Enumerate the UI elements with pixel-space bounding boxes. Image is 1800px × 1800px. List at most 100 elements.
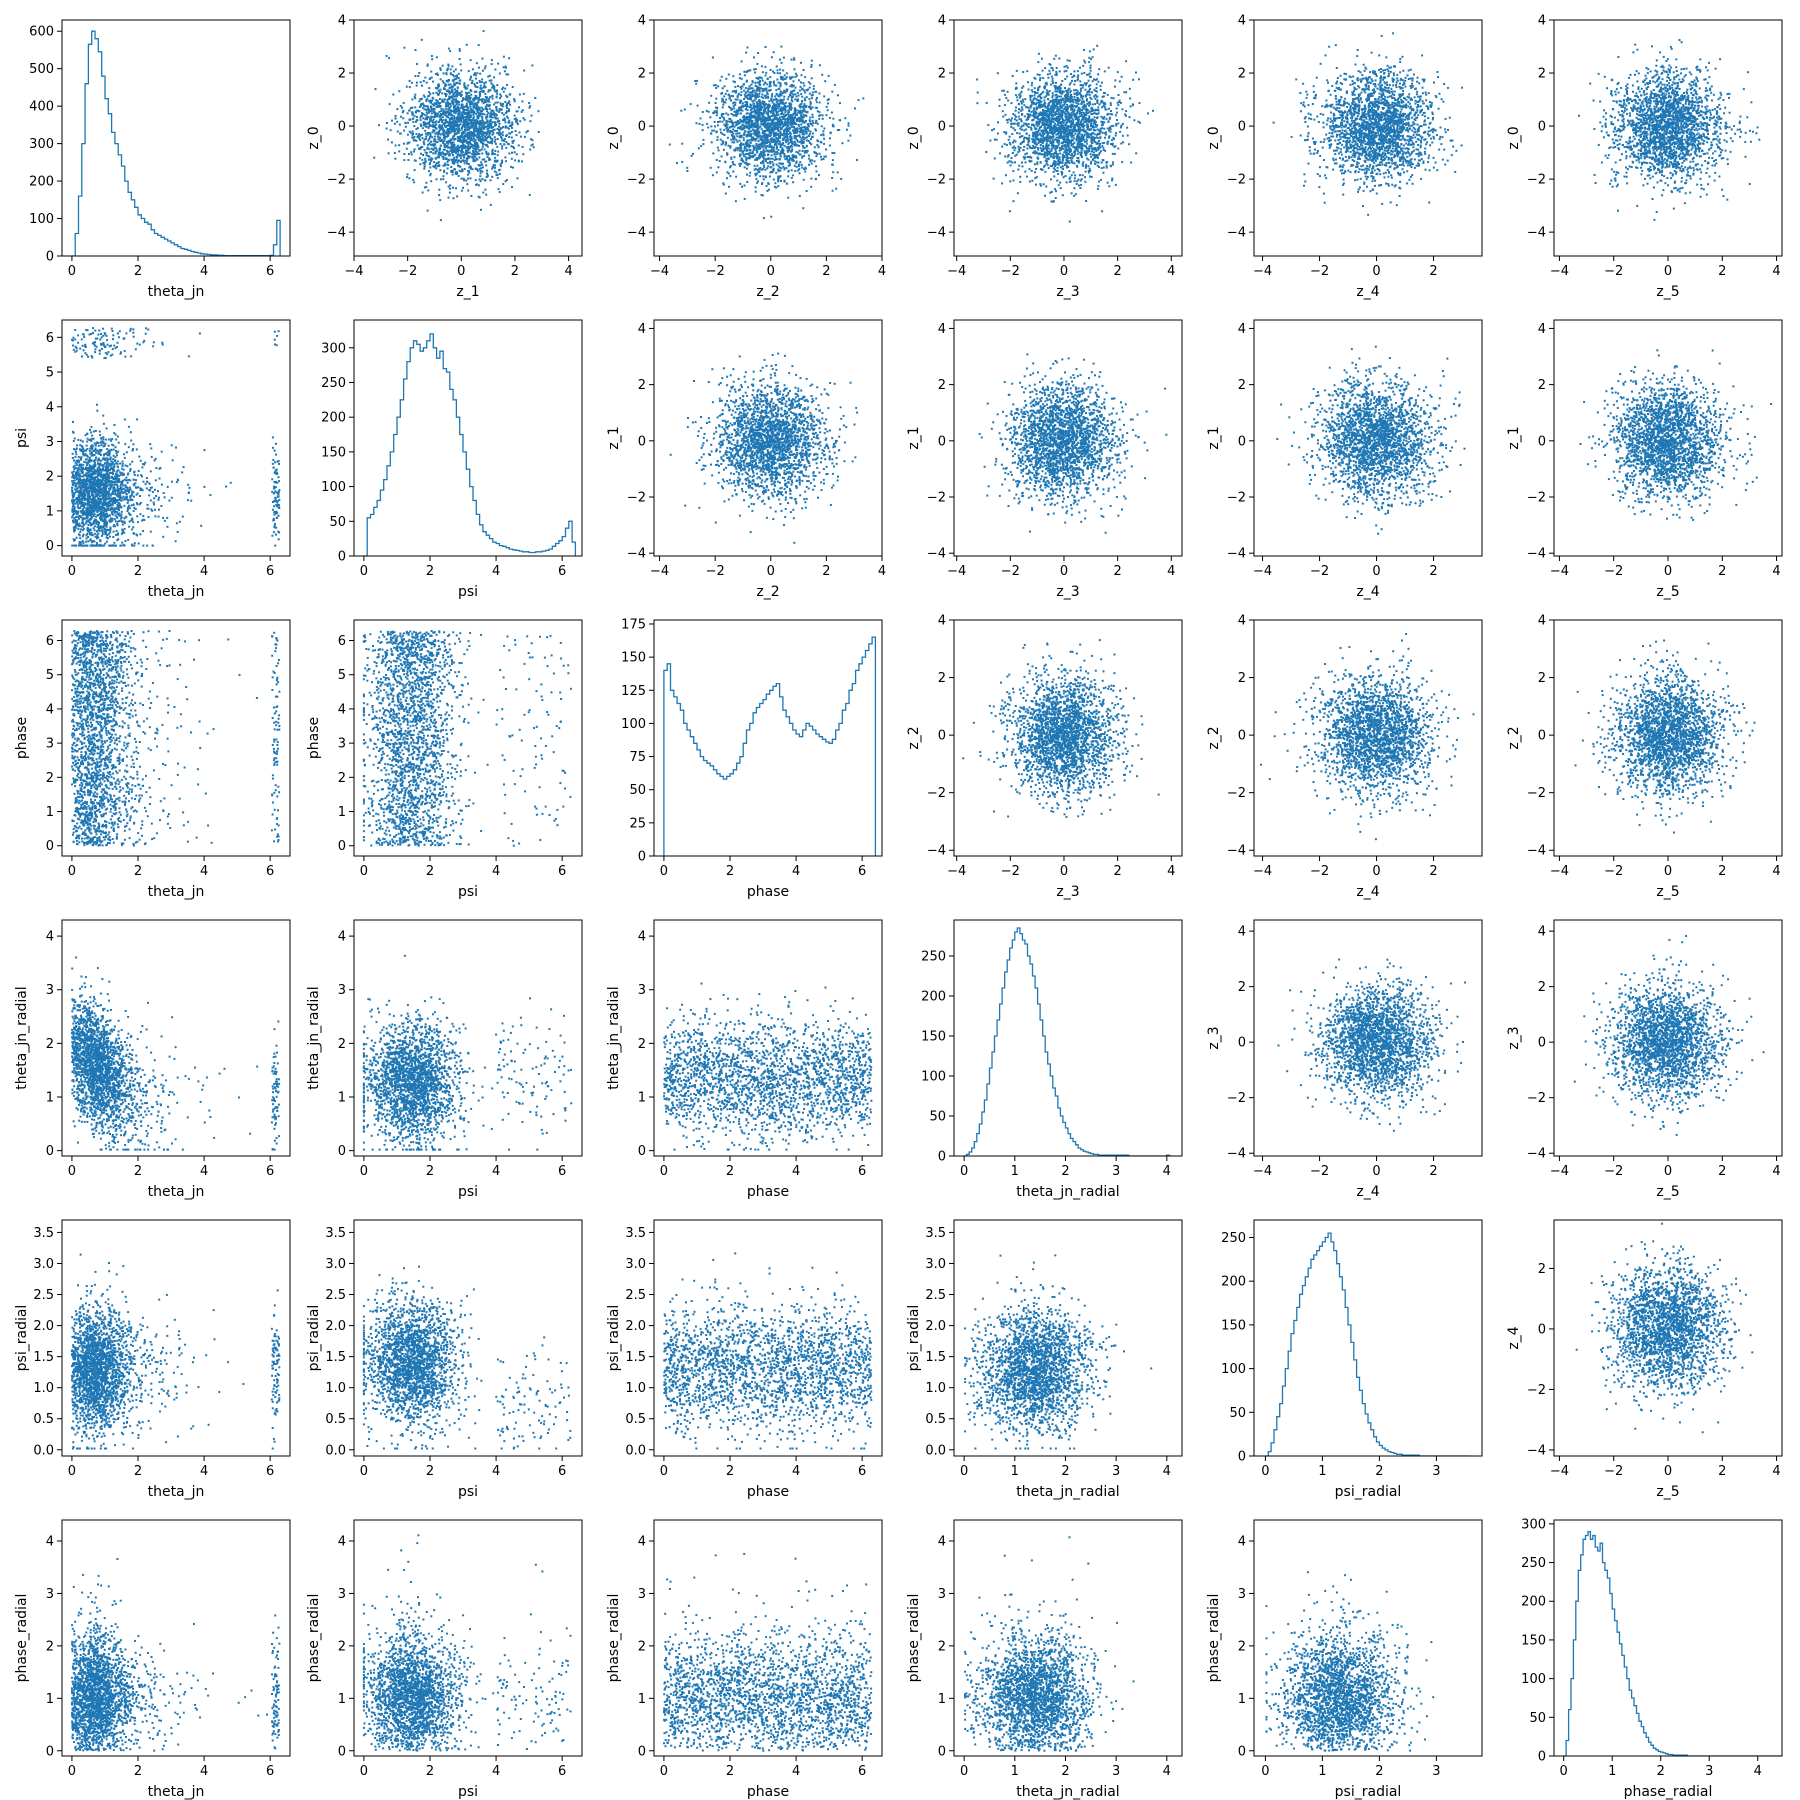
scatter-point xyxy=(403,102,405,104)
scatter-point xyxy=(450,170,452,172)
scatter-point xyxy=(467,85,469,87)
scatter-point xyxy=(1129,98,1131,100)
scatter-point xyxy=(814,152,816,154)
scatter-point xyxy=(448,197,450,199)
scatter-point xyxy=(743,83,745,85)
scatter-point xyxy=(794,93,796,95)
scatter-point xyxy=(819,64,821,66)
scatter-point xyxy=(770,171,772,173)
scatter-point xyxy=(748,153,750,155)
scatter-point xyxy=(453,98,455,100)
scatter-point xyxy=(504,101,506,103)
scatter-point xyxy=(720,139,722,141)
scatter-point xyxy=(458,124,460,126)
scatter-point xyxy=(814,146,816,148)
scatter-point xyxy=(764,141,766,143)
scatter-point xyxy=(694,80,696,82)
scatter-point xyxy=(756,63,758,65)
scatter-point xyxy=(755,138,757,140)
scatter-point xyxy=(1073,195,1075,197)
scatter-point xyxy=(786,136,788,138)
scatter-point xyxy=(796,161,798,163)
scatter-point xyxy=(492,98,494,100)
scatter-point xyxy=(771,97,773,99)
y-tick-label: 4 xyxy=(338,14,346,29)
scatter-point xyxy=(482,58,484,60)
scatter-point xyxy=(778,123,780,125)
scatter-point xyxy=(826,106,828,108)
scatter-point xyxy=(428,91,430,93)
scatter-point xyxy=(806,133,808,135)
scatter-point xyxy=(494,69,496,71)
y-axis-label: z_0 xyxy=(306,126,322,149)
scatter-point xyxy=(802,88,804,90)
scatter-point xyxy=(485,164,487,166)
scatter-point xyxy=(744,185,746,187)
scatter-point xyxy=(804,98,806,100)
scatter-point xyxy=(710,95,712,97)
scatter-point xyxy=(740,112,742,114)
scatter-point xyxy=(781,149,783,151)
scatter-point xyxy=(753,56,755,58)
scatter-point xyxy=(450,125,452,127)
scatter-point xyxy=(465,152,467,154)
scatter-point xyxy=(774,123,776,125)
scatter-point xyxy=(756,182,758,184)
scatter-point xyxy=(480,85,482,87)
scatter-point xyxy=(767,97,769,99)
scatter-point xyxy=(779,72,781,74)
scatter-point xyxy=(473,148,475,150)
scatter-point xyxy=(501,137,503,139)
scatter-point xyxy=(428,127,430,129)
scatter-point xyxy=(761,128,763,130)
scatter-point xyxy=(716,131,718,133)
scatter-point xyxy=(474,130,476,132)
scatter-point xyxy=(771,115,773,117)
scatter-point xyxy=(514,151,516,153)
scatter-point xyxy=(496,93,498,95)
scatter-point xyxy=(811,77,813,79)
scatter-point xyxy=(702,143,704,145)
scatter-point xyxy=(822,133,824,135)
scatter-point xyxy=(1112,125,1114,127)
scatter-point xyxy=(499,94,501,96)
scatter-point xyxy=(441,139,443,141)
scatter-point xyxy=(806,96,808,98)
scatter-point xyxy=(427,144,429,146)
scatter-point xyxy=(837,171,839,173)
scatter-point xyxy=(1026,70,1028,72)
scatter-point xyxy=(430,144,432,146)
scatter-point xyxy=(778,114,780,116)
scatter-point xyxy=(1084,176,1086,178)
scatter-point xyxy=(437,94,439,96)
scatter-point xyxy=(823,128,825,130)
scatter-point xyxy=(462,125,464,127)
scatter-point xyxy=(481,171,483,173)
scatter-point xyxy=(1070,73,1072,75)
scatter-point xyxy=(838,129,840,131)
scatter-point xyxy=(776,164,778,166)
scatter-point xyxy=(464,128,466,130)
scatter-point xyxy=(780,119,782,121)
scatter-point xyxy=(482,192,484,194)
scatter-point xyxy=(775,99,777,101)
scatter-point xyxy=(452,174,454,176)
scatter-point xyxy=(791,143,793,145)
scatter-point xyxy=(411,107,413,109)
scatter-point xyxy=(750,114,752,116)
scatter-point xyxy=(795,143,797,145)
scatter-point xyxy=(451,65,453,67)
scatter-point xyxy=(739,140,741,142)
scatter-point xyxy=(844,117,846,119)
x-axis-label: z_2 xyxy=(756,284,779,300)
scatter-point xyxy=(403,47,405,49)
scatter-point xyxy=(452,187,454,189)
scatter-point xyxy=(451,117,453,119)
scatter-point xyxy=(775,151,777,153)
scatter-point xyxy=(498,120,500,122)
scatter-point xyxy=(451,150,453,152)
scatter-point xyxy=(458,127,460,129)
scatter-point xyxy=(414,169,416,171)
scatter-point xyxy=(779,95,781,97)
scatter-point xyxy=(453,142,455,144)
